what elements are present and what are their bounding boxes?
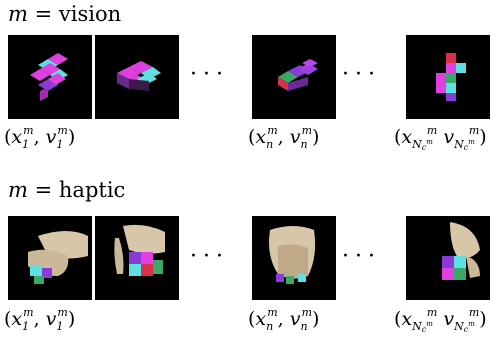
equals-sign: =: [34, 2, 53, 26]
haptic-frame-nc: [406, 216, 490, 300]
caption-frame-1: (x1m, v1m): [4, 306, 76, 333]
caption-frame-nc: (xNcmm vNcmm): [394, 124, 487, 152]
haptic-frame-1: [8, 216, 92, 300]
vision-frame-n: [252, 35, 336, 119]
caption-frame-n: (xnm, vnm): [248, 306, 320, 333]
caption-frame-1: (x1m, v1m): [4, 124, 76, 151]
vision-frame-nc: [406, 35, 490, 119]
hand-grasp-icon: [442, 222, 480, 280]
vision-frame-2: [95, 35, 179, 119]
cube-cluster-icon: [30, 53, 68, 101]
vision-row-label: m = vision: [8, 2, 121, 26]
ellipsis: ···: [190, 244, 229, 269]
ellipsis: ···: [342, 244, 381, 269]
modality-name: vision: [58, 2, 122, 26]
hand-grasp-icon: [28, 231, 88, 284]
haptic-frame-n: [252, 216, 336, 300]
ellipsis: ···: [342, 62, 381, 87]
modality-variable: m: [8, 2, 28, 26]
cube-cluster-icon: [117, 61, 161, 91]
caption-frame-nc: (xNcmm vNcmm): [394, 306, 487, 334]
caption-frame-n: (xnm, vnm): [248, 124, 320, 151]
haptic-frame-2: [95, 216, 179, 300]
hand-grasp-icon: [269, 226, 316, 284]
ellipsis: ···: [190, 62, 229, 87]
cube-cluster-icon: [436, 53, 466, 101]
modality-name: haptic: [58, 178, 126, 202]
hand-grasp-icon: [114, 224, 165, 276]
equals-sign: =: [34, 178, 53, 202]
cube-cluster-icon: [278, 59, 318, 91]
vision-frame-1: [8, 35, 92, 119]
haptic-row-label: m = haptic: [8, 178, 125, 202]
modality-variable: m: [8, 178, 28, 202]
